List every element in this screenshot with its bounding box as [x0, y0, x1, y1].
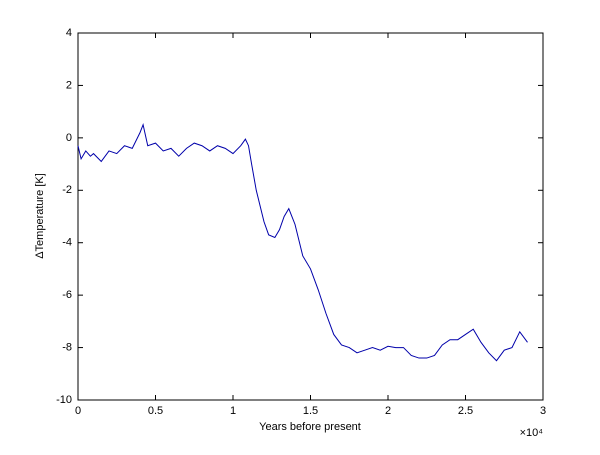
x-tick-label: 3: [540, 405, 546, 417]
x-tick-label: 1.5: [303, 405, 318, 417]
x-tick-label: 0.5: [148, 405, 163, 417]
y-tick-label: -6: [62, 289, 72, 301]
x-axis-label: Years before present: [259, 421, 361, 433]
y-axis-label: ΔTemperature [K]: [34, 173, 46, 259]
data-line: [77, 123, 528, 362]
x-tick-label: 1: [230, 405, 236, 417]
x-multiplier: ×10⁴: [520, 427, 544, 439]
x-tick-label: 0: [75, 405, 81, 417]
y-tick-label: 4: [66, 27, 72, 39]
axes-box: [77, 32, 544, 401]
y-tick-label: -4: [62, 237, 72, 249]
y-tick-label: 2: [66, 79, 72, 91]
y-tick-label: -10: [56, 394, 72, 406]
y-tick-label: 0: [66, 132, 72, 144]
y-tick-label: -8: [62, 341, 72, 353]
x-tick-label: 2.5: [458, 405, 473, 417]
x-tick-label: 2: [385, 405, 391, 417]
y-tick-label: -2: [62, 184, 72, 196]
